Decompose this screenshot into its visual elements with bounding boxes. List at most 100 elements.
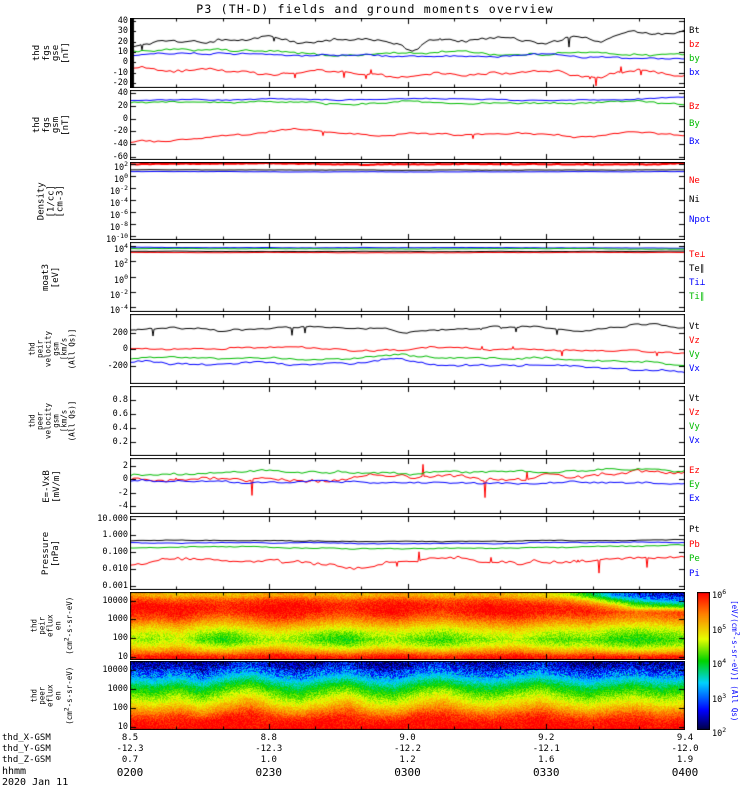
legend-thd-peer-velocity-gsm-2: Vy (689, 422, 700, 432)
axis-row-label-0: thd_X-GSM (2, 733, 51, 743)
panel-ylabel-thd-peir-eflux: thd peir eflux en (cm2-s-sr-eV) (29, 596, 74, 656)
y-tick-label: -10 (112, 67, 128, 78)
panel-thd-fgs-gse (130, 18, 685, 88)
y-tick-label: -4 (117, 501, 128, 511)
x-tick-value: 8.8 (260, 733, 277, 743)
y-tick-label: -40 (112, 139, 128, 150)
y-tick-label: -60 (112, 151, 128, 162)
x-tick-value: -12.0 (671, 744, 699, 754)
y-tick-label: 0.4 (112, 423, 128, 433)
plot-title: P3 (TH-D) fields and ground moments over… (196, 2, 554, 16)
y-tick-label: 0 (122, 57, 128, 68)
panel-ylabel-thd-peer-velocity-gsm: thd peer velocity gsm [km/s (All Qs)] (26, 400, 76, 442)
panel-thd-fgs-gsm (130, 90, 685, 160)
y-tick-label: 20 (117, 100, 128, 111)
y-tick-label: 100 (113, 172, 128, 185)
x-tick-value: 0300 (394, 766, 421, 779)
y-tick-label: 0 (122, 474, 128, 485)
legend-density-0: Ne (689, 175, 700, 186)
legend-pressure-3: Pi (689, 569, 700, 580)
x-tick-value: -12.2 (393, 744, 422, 754)
y-tick-label: 40 (117, 88, 128, 99)
legend-thd-fgs-gsm-0: Bz (689, 101, 700, 112)
panel-ylabel-moat3: moat3 [eV] (41, 263, 62, 291)
x-tick-value: 9.0 (399, 733, 416, 743)
legend-density-2: Npot (689, 214, 711, 225)
legend-moat3-3: Ti∥ (689, 292, 705, 302)
y-tick-label: 104 (113, 241, 128, 255)
y-tick-label: 0.2 (112, 437, 128, 447)
y-tick-label: 200 (112, 327, 128, 338)
y-tick-label: 10-8 (109, 220, 128, 234)
legend-e-vxb-1: Ey (689, 480, 700, 490)
axis-row-label-3: hhmm (2, 766, 27, 777)
legend-thd-fgs-gse-1: bz (689, 40, 700, 50)
y-tick-label: 10000 (102, 595, 128, 606)
y-tick-label: 0.6 (112, 409, 128, 419)
panel-ylabel-thd-fgs-gse: thd fgs gse [nT] (32, 42, 71, 64)
legend-thd-peer-velocity-gsm-0: Vt (689, 394, 700, 404)
y-tick-label: 100 (112, 633, 128, 644)
x-tick-value: 1.9 (676, 755, 694, 765)
legend-thd-peir-velocity-gsm-1: Vz (689, 336, 700, 346)
legend-thd-peir-velocity-gsm-0: Vt (689, 322, 700, 332)
x-tick-value: 0400 (671, 766, 699, 779)
panel-ylabel-e-vxb: E=-VxB [mV/m] (41, 469, 61, 503)
axis-row-label-2: thd_Z-GSM (2, 755, 51, 765)
panel-pressure (130, 516, 685, 590)
x-tick-value: 9.4 (676, 733, 694, 743)
legend-thd-peir-velocity-gsm-3: Vx (689, 364, 700, 374)
legend-thd-fgs-gse-2: by (689, 54, 700, 64)
panel-ylabel-pressure: Pressure [nPa] (41, 531, 61, 575)
y-tick-label: 1000 (107, 614, 128, 625)
y-tick-label: 10 (117, 722, 128, 733)
y-tick-label: 2 (122, 461, 128, 471)
legend-thd-peir-velocity-gsm-2: Vy (689, 350, 700, 360)
legend-thd-fgs-gsm-1: By (689, 119, 700, 129)
legend-pressure-1: Pb (689, 539, 700, 550)
legend-thd-fgs-gse-3: bx (689, 68, 700, 78)
y-tick-label: 10-4 (109, 303, 128, 317)
colorbar-tick-label: 105 (712, 622, 727, 636)
x-tick-value: 9.2 (538, 733, 555, 743)
legend-pressure-2: Pe (689, 554, 700, 565)
y-tick-label: -200 (107, 360, 128, 371)
y-tick-label: 102 (113, 257, 128, 271)
y-tick-label: -2 (117, 487, 128, 498)
x-tick-value: 8.5 (121, 733, 139, 743)
panel-thd-peir-eflux (130, 592, 685, 660)
y-tick-label: 20 (117, 36, 128, 47)
y-tick-label: 10-2 (109, 288, 128, 301)
legend-moat3-1: Te∥ (689, 264, 705, 274)
y-tick-label: 10 (117, 46, 128, 57)
y-tick-label: 10.000 (97, 513, 128, 524)
x-tick-value: -12.3 (116, 744, 144, 754)
y-tick-label: -20 (112, 77, 128, 88)
legend-thd-fgs-gsm-2: Bx (689, 136, 700, 147)
panel-moat3 (130, 242, 685, 312)
x-tick-value: 1.0 (260, 755, 277, 765)
x-tick-value: 0200 (116, 766, 144, 779)
panel-thd-peer-eflux (130, 661, 685, 730)
x-tick-value: 0330 (533, 766, 560, 779)
y-tick-label: 0 (122, 344, 128, 355)
y-tick-label: 0 (122, 113, 128, 124)
y-tick-label: -20 (112, 126, 128, 137)
legend-e-vxb-0: Ez (689, 466, 700, 476)
axis-row-label-1: thd_Y-GSM (2, 744, 51, 754)
x-tick-value: 0230 (255, 766, 283, 779)
y-tick-label: 10-4 (109, 196, 128, 210)
colorbar (697, 592, 710, 730)
legend-thd-peer-velocity-gsm-3: Vx (689, 436, 700, 446)
y-tick-label: 1000 (107, 683, 128, 694)
x-tick-value: 1.6 (538, 755, 555, 765)
y-tick-label: 40 (117, 16, 128, 27)
y-tick-label: 102 (113, 160, 128, 173)
legend-moat3-0: Te⊥ (689, 250, 706, 260)
legend-moat3-2: Ti⊥ (689, 278, 706, 288)
colorbar-tick-label: 104 (712, 657, 727, 670)
y-tick-label: 1.000 (102, 530, 128, 541)
y-tick-label: 100 (112, 702, 128, 713)
x-tick-value: 1.2 (399, 755, 416, 765)
